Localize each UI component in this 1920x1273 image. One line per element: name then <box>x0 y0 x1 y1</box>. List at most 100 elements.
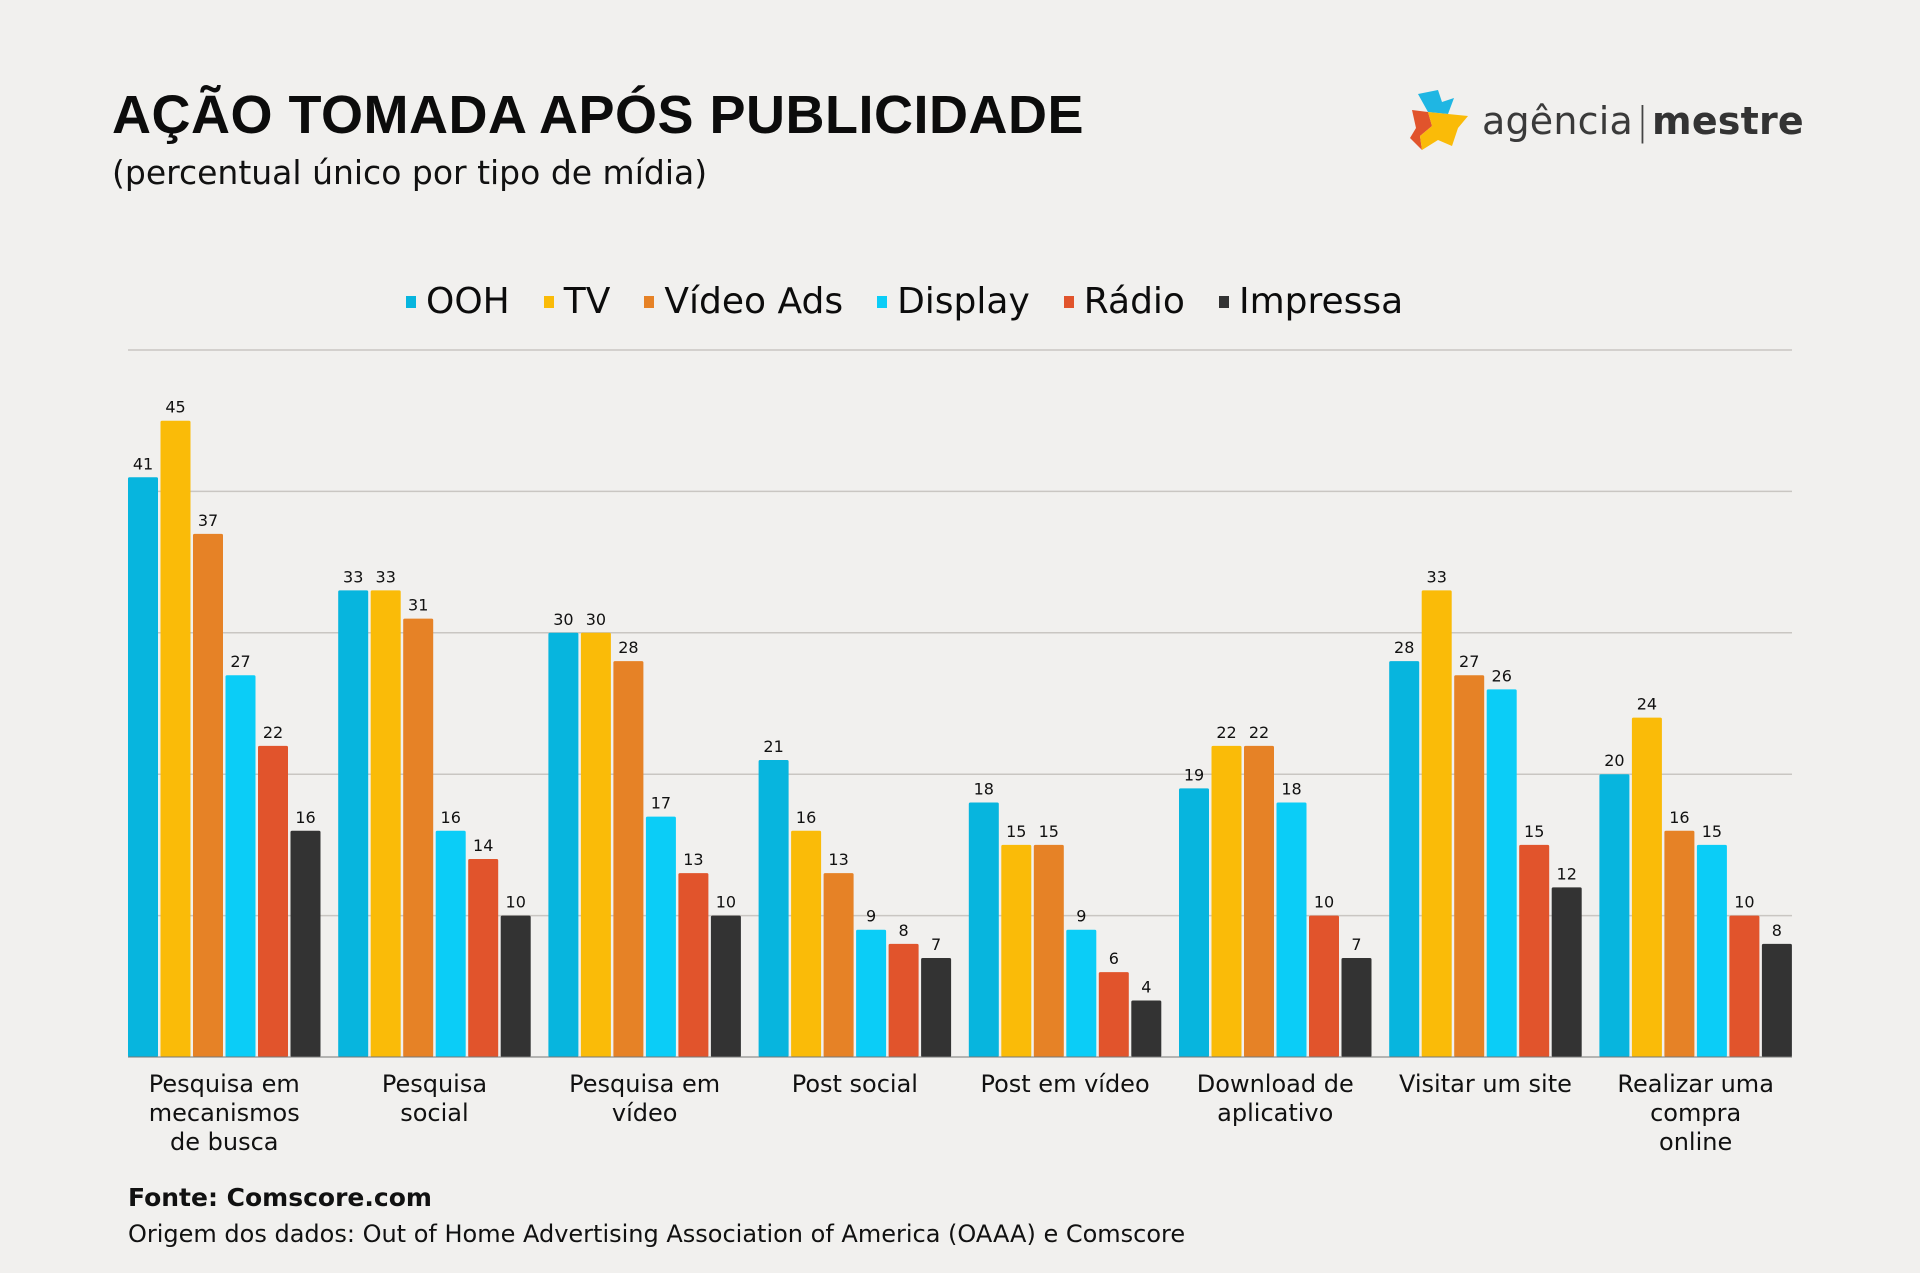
legend-label: Vídeo Ads <box>664 281 844 322</box>
bar-impressa <box>921 958 952 1057</box>
bar-ooh <box>1599 774 1630 1057</box>
bar-tv <box>160 420 191 1057</box>
chart-legend: OOH TV Vídeo Ads Display Rádio Impressa <box>406 284 1403 320</box>
bar-v-deo-ads <box>1244 745 1274 1057</box>
category-label: Post social <box>792 1070 918 1098</box>
data-label: 19 <box>1184 765 1204 784</box>
data-label: 33 <box>1427 567 1447 586</box>
legend-swatch <box>877 296 888 308</box>
legend-swatch <box>644 296 655 308</box>
data-label: 13 <box>683 850 703 869</box>
bar-display <box>435 830 466 1057</box>
legend-swatch <box>543 296 554 308</box>
category-label: Download de <box>1197 1070 1354 1098</box>
bar-r-dio <box>1309 915 1339 1057</box>
data-label: 13 <box>828 850 848 869</box>
data-label: 16 <box>441 808 461 827</box>
data-label: 15 <box>1006 822 1026 841</box>
data-label: 33 <box>376 567 396 586</box>
legend-label: TV <box>563 281 611 322</box>
bar-impressa <box>1341 958 1372 1057</box>
bar-tv <box>1001 844 1032 1057</box>
legend-swatch <box>1063 296 1074 308</box>
bar-r-dio <box>1729 915 1760 1057</box>
data-label: 22 <box>1249 723 1269 742</box>
data-label: 28 <box>618 638 638 657</box>
logo-text-bold: mestre <box>1652 99 1804 143</box>
data-label: 27 <box>1459 652 1479 671</box>
bar-tv <box>580 632 611 1057</box>
legend-label: Rádio <box>1083 281 1185 322</box>
data-label: 15 <box>1702 822 1722 841</box>
bar-impressa <box>1551 887 1582 1057</box>
category-label: Post em vídeo <box>980 1070 1149 1098</box>
data-label: 26 <box>1492 666 1512 685</box>
category-label: Pesquisa <box>382 1070 487 1098</box>
category-label: de busca <box>170 1128 278 1156</box>
bar-ooh <box>1389 661 1420 1057</box>
data-label: 27 <box>230 652 250 671</box>
data-label: 9 <box>866 907 876 926</box>
data-label: 17 <box>651 794 671 813</box>
data-label: 22 <box>1216 723 1236 742</box>
bar-ooh <box>338 590 369 1057</box>
category-label: vídeo <box>612 1099 678 1127</box>
bar-impressa <box>500 915 531 1057</box>
bar-v-deo-ads <box>613 661 644 1057</box>
agencia-mestre-logo: agência|mestre <box>1408 88 1804 154</box>
bar-tv <box>1421 590 1452 1057</box>
bar-ooh <box>758 760 789 1057</box>
bar-tv <box>1631 717 1662 1057</box>
data-label: 10 <box>1734 893 1754 912</box>
bar-tv <box>370 590 401 1057</box>
bar-impressa <box>1131 1000 1162 1057</box>
bar-display <box>645 816 676 1057</box>
legend-item: Display <box>877 284 1030 320</box>
bar-display <box>1276 802 1307 1057</box>
bar-v-deo-ads <box>403 618 434 1057</box>
bar-ooh <box>128 477 158 1057</box>
data-label: 22 <box>263 723 283 742</box>
data-label: 8 <box>1772 921 1782 940</box>
data-label: 16 <box>1669 808 1689 827</box>
bar-display <box>1066 929 1097 1057</box>
legend-label: OOH <box>426 281 510 322</box>
data-label: 9 <box>1076 907 1086 926</box>
bar-display <box>225 675 256 1057</box>
data-label: 16 <box>796 808 816 827</box>
category-label: mecanismos <box>149 1099 300 1127</box>
category-label: aplicativo <box>1217 1099 1333 1127</box>
logo-separator: | <box>1636 99 1650 143</box>
data-label: 31 <box>408 596 428 615</box>
data-label: 45 <box>165 398 185 417</box>
chart-subtitle: (percentual único por tipo de mídia) <box>112 153 708 192</box>
bar-r-dio <box>258 745 288 1057</box>
data-label: 7 <box>931 935 941 954</box>
data-label: 7 <box>1351 935 1361 954</box>
legend-item: Rádio <box>1063 281 1185 322</box>
legend-swatch <box>406 296 416 308</box>
category-label: Pesquisa em <box>149 1070 300 1098</box>
data-label: 16 <box>295 808 315 827</box>
legend-item: Vídeo Ads <box>644 284 843 320</box>
data-label: 30 <box>553 610 573 629</box>
legend-item: Impressa <box>1218 284 1403 320</box>
data-label: 15 <box>1524 822 1544 841</box>
bar-impressa <box>710 915 741 1057</box>
category-label: compra <box>1650 1099 1741 1127</box>
legend-label: Display <box>897 281 1030 322</box>
bar-r-dio <box>678 873 709 1057</box>
data-label: 15 <box>1039 822 1059 841</box>
bar-r-dio <box>888 943 919 1057</box>
data-label: 14 <box>473 836 493 855</box>
data-label: 8 <box>899 921 909 940</box>
bar-ooh <box>548 632 579 1057</box>
data-label: 18 <box>974 779 994 798</box>
logo-wordmark: agência|mestre <box>1482 99 1804 143</box>
data-label: 18 <box>1281 779 1301 798</box>
bar-impressa <box>290 830 321 1057</box>
bar-display <box>1696 844 1727 1057</box>
legend-swatch <box>1218 296 1229 308</box>
bar-display <box>1486 689 1517 1057</box>
